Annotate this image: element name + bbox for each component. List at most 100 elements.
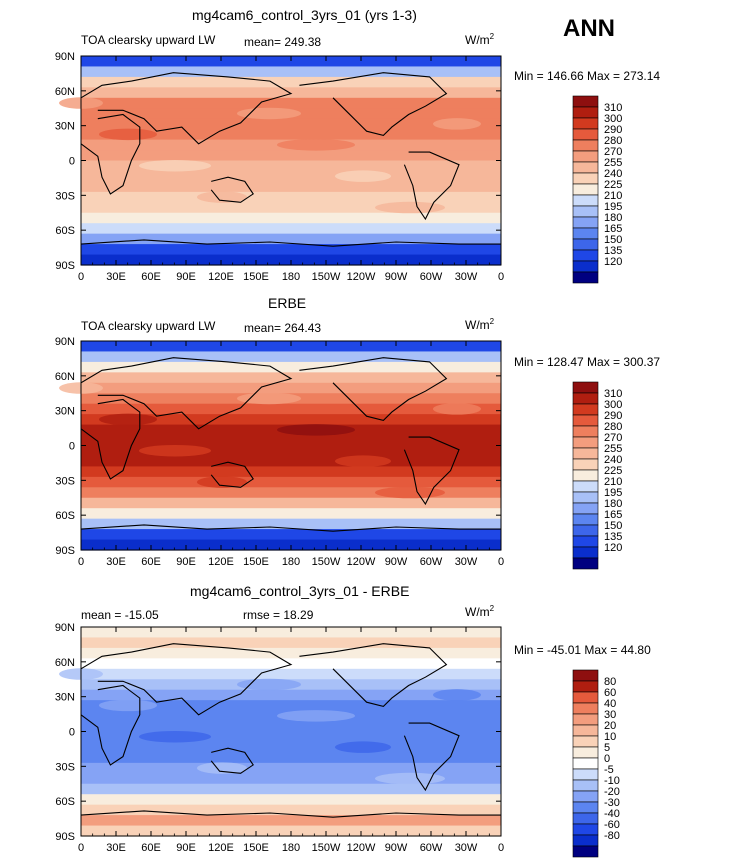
legend-label: -60	[604, 819, 620, 831]
field-band	[81, 66, 501, 78]
legend-label: 30	[604, 709, 616, 721]
y-tick-label: 30S	[55, 761, 75, 773]
x-tick-label: 90E	[176, 842, 196, 854]
field-band	[81, 762, 501, 774]
field-band	[81, 804, 501, 816]
x-tick-label: 0	[498, 842, 504, 854]
legend-label: 180	[604, 498, 622, 510]
y-tick-label: 60N	[55, 657, 75, 669]
panel-2-variable: TOA clearsky upward LW	[81, 319, 216, 333]
panel-1-minmax: Min = 146.66 Max = 273.14	[514, 69, 661, 83]
x-tick-label: 120E	[208, 842, 234, 854]
field-band	[81, 372, 501, 384]
legend-label: -10	[604, 775, 620, 787]
y-tick-label: 0	[69, 156, 75, 168]
field-band	[81, 76, 501, 88]
legend-swatch	[572, 713, 599, 726]
legend-label: -20	[604, 786, 620, 798]
field-band	[81, 361, 501, 373]
legend-swatch	[572, 414, 599, 427]
field-band	[81, 351, 501, 363]
field-band	[81, 518, 501, 530]
x-tick-label: 150E	[243, 842, 269, 854]
panel-1-mean: mean= 249.38	[244, 35, 322, 49]
legend-label: 165	[604, 509, 622, 521]
field-patch	[139, 444, 211, 457]
field-patch	[335, 170, 391, 182]
legend-swatch	[572, 669, 599, 682]
y-tick-label: 60N	[55, 371, 75, 383]
legend-swatch	[572, 95, 599, 108]
x-tick-label: 0	[78, 556, 84, 568]
field-band	[81, 731, 501, 743]
legend-swatch	[572, 260, 599, 273]
x-tick-label: 0	[498, 271, 504, 283]
coastline	[80, 684, 141, 766]
field-band	[81, 382, 501, 394]
x-tick-label: 30W	[455, 271, 478, 283]
legend-swatch	[572, 801, 599, 814]
field-patch	[433, 689, 481, 701]
field-band	[81, 783, 501, 795]
panel-3-title: mg4cam6_control_3yrs_01 - ERBE	[190, 583, 410, 599]
y-tick-label: 30N	[55, 692, 75, 704]
x-tick-label: 90W	[385, 842, 408, 854]
legend-swatch	[572, 139, 599, 152]
x-tick-label: 150W	[312, 842, 341, 854]
x-tick-label: 150W	[312, 271, 341, 283]
field-band	[81, 455, 501, 467]
legend-label: 120	[604, 256, 622, 268]
legend-swatch	[572, 469, 599, 482]
legend-swatch	[572, 546, 599, 559]
field-patch	[197, 476, 247, 488]
field-band	[81, 721, 501, 733]
field-band	[81, 181, 501, 193]
field-patch	[277, 710, 355, 722]
legend-swatch	[572, 425, 599, 438]
coastline	[80, 524, 501, 532]
legend-label: 20	[604, 720, 616, 732]
legend-swatch	[572, 216, 599, 229]
legend-label: 300	[604, 399, 622, 411]
legend-swatch	[572, 106, 599, 119]
legend-label: 165	[604, 223, 622, 235]
legend-label: 150	[604, 234, 622, 246]
legend-swatch	[572, 183, 599, 196]
x-tick-label: 150E	[243, 556, 269, 568]
legend-label: 225	[604, 179, 622, 191]
legend-label: -30	[604, 797, 620, 809]
coastline	[210, 461, 254, 488]
y-tick-label: 30S	[55, 475, 75, 487]
y-tick-label: 90N	[55, 336, 75, 348]
field-band	[81, 476, 501, 488]
panel-2-mean: mean= 264.43	[244, 321, 322, 335]
legend-swatch	[572, 271, 599, 284]
legend-swatch	[572, 691, 599, 704]
legend-swatch	[572, 447, 599, 460]
field-band	[81, 97, 501, 109]
x-tick-label: 30E	[106, 842, 126, 854]
y-tick-label: 30N	[55, 121, 75, 133]
field-patch	[277, 424, 355, 436]
panel-3-units: W/m2	[465, 604, 495, 619]
field-band	[81, 627, 501, 639]
x-tick-label: 0	[78, 271, 84, 283]
legend-swatch	[572, 757, 599, 770]
field-band	[81, 118, 501, 130]
legend-label: 5	[604, 742, 610, 754]
legend-label: -5	[604, 764, 614, 776]
coastline	[210, 176, 254, 203]
field-band	[81, 87, 501, 99]
y-tick-label: 90S	[55, 260, 75, 272]
legend-label: 135	[604, 245, 622, 257]
field-patch	[197, 762, 247, 774]
legend-label: 280	[604, 135, 622, 147]
legend-swatch	[572, 557, 599, 570]
legend-label: 255	[604, 157, 622, 169]
field-band	[81, 233, 501, 245]
x-tick-label: 60W	[420, 556, 443, 568]
legend-swatch	[572, 502, 599, 515]
panel-3-minmax: Min = -45.01 Max = 44.80	[514, 643, 651, 657]
field-band	[81, 403, 501, 415]
legend-swatch	[572, 790, 599, 803]
